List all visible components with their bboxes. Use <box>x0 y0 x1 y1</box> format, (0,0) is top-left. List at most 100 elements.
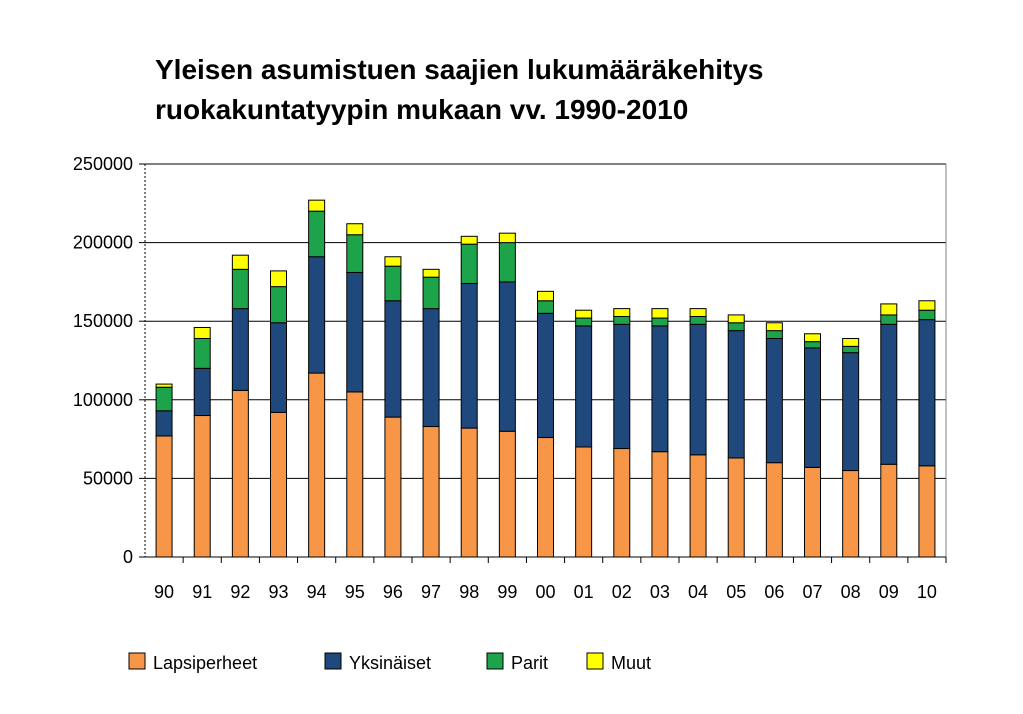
bar-yksinäiset-91 <box>193 367 211 417</box>
axes <box>139 163 947 563</box>
x-tick-label: 93 <box>268 582 288 602</box>
bar-muut-91 <box>193 326 211 339</box>
bar-yksinäiset-99 <box>498 281 516 432</box>
x-tick-label: 96 <box>383 582 403 602</box>
bar-lapsiperheet-95 <box>346 391 364 558</box>
bar-muut-05 <box>727 314 745 324</box>
bar-lapsiperheet-10 <box>918 465 936 558</box>
bar-parit-09 <box>880 314 898 325</box>
bar-yksinäiset-97 <box>422 308 440 428</box>
bar-muut-01 <box>575 309 593 319</box>
bar-yksinäiset-04 <box>689 323 707 456</box>
bar-muut-08 <box>842 337 860 347</box>
bar-yksinäiset-05 <box>727 330 745 459</box>
x-tick-label: 05 <box>726 582 746 602</box>
bar-parit-04 <box>689 315 707 325</box>
bar-parit-96 <box>384 265 402 302</box>
x-tick-label: 95 <box>345 582 365 602</box>
y-tick-label: 250000 <box>73 154 133 174</box>
bar-muut-02 <box>613 308 631 317</box>
bar-muut-97 <box>422 268 440 278</box>
bar-muut-99 <box>498 232 516 244</box>
bar-yksinäiset-08 <box>842 352 860 472</box>
bars <box>155 199 936 558</box>
y-tick-label: 200000 <box>73 233 133 253</box>
bar-yksinäiset-98 <box>460 282 478 429</box>
bar-yksinäiset-93 <box>270 322 287 413</box>
bar-parit-05 <box>727 322 745 332</box>
bar-lapsiperheet-03 <box>651 451 669 558</box>
bar-parit-02 <box>613 315 631 325</box>
bar-lapsiperheet-97 <box>422 426 440 558</box>
chart-title-line-1: Yleisen asumistuen saajien lukumääräkehi… <box>155 54 764 85</box>
bar-yksinäiset-96 <box>384 300 402 418</box>
bar-parit-07 <box>804 341 821 349</box>
bar-lapsiperheet-07 <box>804 466 821 558</box>
y-tick-label: 50000 <box>83 468 133 488</box>
bar-yksinäiset-03 <box>651 325 669 453</box>
bar-muut-95 <box>346 223 364 236</box>
legend-label-parit: Parit <box>511 653 548 673</box>
bar-lapsiperheet-99 <box>498 430 516 558</box>
bar-parit-98 <box>460 243 478 284</box>
bar-yksinäiset-94 <box>308 256 326 374</box>
bar-lapsiperheet-04 <box>689 454 707 558</box>
x-tick-label: 99 <box>497 582 517 602</box>
x-tick-label: 98 <box>459 582 479 602</box>
bar-lapsiperheet-96 <box>384 416 402 558</box>
bar-muut-03 <box>651 308 669 319</box>
y-tick-label: 0 <box>123 547 133 567</box>
chart-title-line-2: ruokakuntatyypin mukaan vv. 1990-2010 <box>155 94 689 125</box>
x-tick-labels: 90 91 92 93 94 95 96 97 98 99 00 01 02 03 04 05 06 07 08 09… <box>154 582 937 602</box>
x-tick-label: 92 <box>230 582 250 602</box>
bar-lapsiperheet-00 <box>537 437 554 558</box>
legend-label-yksinäiset: Yksinäiset <box>349 653 431 673</box>
bar-muut-94 <box>308 199 326 212</box>
bar-yksinäiset-10 <box>918 319 936 467</box>
legend-label-lapsiperheet: Lapsiperheet <box>153 653 257 673</box>
bar-parit-06 <box>765 330 783 339</box>
bar-yksinäiset-90 <box>155 410 173 437</box>
x-tick-label: 03 <box>650 582 670 602</box>
legend-label-muut: Muut <box>611 653 651 673</box>
bar-parit-95 <box>346 234 364 273</box>
bar-muut-10 <box>918 300 936 311</box>
bar-lapsiperheet-02 <box>613 448 631 558</box>
x-tick-label: 00 <box>535 582 555 602</box>
bar-yksinäiset-09 <box>880 323 898 465</box>
bar-parit-01 <box>575 317 593 327</box>
bar-yksinäiset-02 <box>613 323 631 450</box>
bar-muut-90 <box>155 383 173 388</box>
y-tick-label: 150000 <box>73 311 133 331</box>
x-tick-label: 10 <box>917 582 937 602</box>
bar-parit-90 <box>155 386 173 412</box>
bar-parit-92 <box>231 268 249 310</box>
bar-yksinäiset-07 <box>804 347 821 468</box>
bar-lapsiperheet-09 <box>880 463 898 558</box>
x-tick-label: 06 <box>764 582 784 602</box>
bar-muut-06 <box>765 322 783 332</box>
bar-muut-93 <box>270 270 287 288</box>
bar-lapsiperheet-05 <box>727 457 745 558</box>
bar-lapsiperheet-90 <box>155 435 173 558</box>
bar-muut-96 <box>384 256 402 267</box>
x-tick-label: 90 <box>154 582 174 602</box>
bar-yksinäiset-06 <box>765 337 783 464</box>
x-tick-label: 91 <box>192 582 212 602</box>
legend-swatch-lapsiperheet <box>128 652 146 670</box>
bar-muut-04 <box>689 308 707 317</box>
legend-swatch-parit <box>486 652 504 670</box>
chart-title: Yleisen asumistuen saajien lukumääräkehi… <box>155 50 764 130</box>
bar-parit-08 <box>842 345 860 354</box>
bar-lapsiperheet-92 <box>231 389 249 558</box>
bar-parit-10 <box>918 309 936 321</box>
x-tick-label: 09 <box>879 582 899 602</box>
bar-muut-00 <box>537 290 554 302</box>
bar-parit-00 <box>537 300 554 314</box>
bar-lapsiperheet-08 <box>842 470 860 558</box>
bar-yksinäiset-01 <box>575 325 593 448</box>
bar-yksinäiset-92 <box>231 308 249 391</box>
bar-muut-98 <box>460 235 478 245</box>
bar-lapsiperheet-06 <box>765 462 783 558</box>
